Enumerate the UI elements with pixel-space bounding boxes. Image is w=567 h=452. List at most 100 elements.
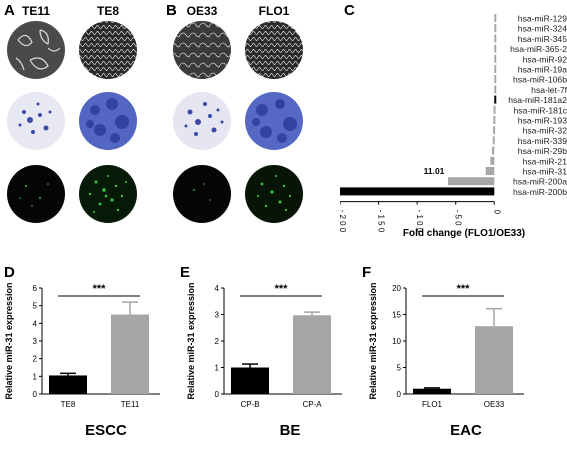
- y-tick-label-d-0: 0: [33, 390, 38, 399]
- tick-label-c-hsa-miR-345: hsa-miR-345: [518, 34, 567, 44]
- bar-c-hsa-miR-193: [493, 116, 496, 124]
- y-axis-title-f: Relative miR-31 expression: [368, 282, 378, 399]
- tick-label-c-hsa-miR-181a2: hsa-miR-181a2: [508, 95, 567, 105]
- tick-label-c-hsa-miR-200b: hsa-miR-200b: [513, 187, 567, 197]
- bar-c-hsa-miR-200a: [448, 177, 495, 186]
- significance-label-d: ***: [93, 283, 107, 295]
- tick-label-c-hsa-miR-324: hsa-miR-324: [518, 24, 567, 34]
- panel-label-f: F: [362, 264, 372, 281]
- bar-f-FLO1: [413, 388, 451, 394]
- y-tick-label-f-15: 15: [392, 311, 401, 320]
- micrograph-oe33-fluor: [173, 165, 231, 223]
- bar-c-hsa-miR-181c: [493, 105, 496, 114]
- y-tick-label-e-1: 1: [215, 364, 220, 373]
- y-tick-label-d-1: 1: [33, 372, 38, 381]
- panel-label-a: A: [4, 2, 15, 19]
- tick-label-c-hsa-let-7f: hsa-let-7f: [531, 85, 567, 95]
- bar-e-CP-A: [293, 315, 331, 394]
- y-tick-label-f-20: 20: [392, 284, 401, 293]
- micrograph-te8-fluor: [79, 165, 137, 223]
- micrograph-te11-stain: [7, 92, 65, 150]
- x-tick-label-c--100: - 1 0 0: [415, 210, 424, 233]
- y-tick-label-e-4: 4: [215, 284, 220, 293]
- y-axis-title-e: Relative miR-31 expression: [186, 282, 196, 399]
- bar-c-hsa-miR-129: [494, 14, 497, 22]
- y-axis-title-d: Relative miR-31 expression: [4, 282, 14, 399]
- micrograph-te8-phase: [79, 21, 137, 79]
- significance-label-e: ***: [275, 283, 289, 295]
- tick-label-c-hsa-miR-29b: hsa-miR-29b: [518, 146, 567, 156]
- tick-label-c-hsa-miR-32: hsa-miR-32: [523, 126, 567, 136]
- bar-d-TE11: [111, 314, 149, 394]
- panel-label-e: E: [180, 264, 191, 281]
- x-tick-label-e-CP-B: CP-B: [240, 400, 259, 409]
- x-tick-label-d-TE8: TE8: [61, 400, 76, 409]
- condition-label-escc: ESCC: [85, 422, 127, 439]
- bar-c-hsa-miR-200b: [340, 187, 495, 196]
- bar-c-hsa-miR-31: [485, 167, 495, 175]
- bar-c-hsa-miR-181a2: [494, 95, 497, 104]
- bar-c-hsa-miR-106b: [494, 75, 497, 84]
- micrograph-te11-fluor: [7, 165, 65, 223]
- x-tick-label-c-0: 0: [492, 210, 501, 215]
- y-tick-label-d-2: 2: [33, 355, 38, 364]
- bar-c-hsa-miR-21: [490, 156, 495, 165]
- tick-label-c-hsa-miR-19a: hsa-miR-19a: [518, 65, 567, 75]
- panel-label-b: B: [166, 2, 177, 19]
- condition-label-be: BE: [279, 422, 301, 439]
- chart-e: 0 1 2 3 4 Relative miR-31 expression CP-B CP-A *…: [186, 282, 342, 409]
- micrograph-flo1-fluor: [245, 165, 303, 223]
- x-tick-label-c--200: - 2 0 0: [340, 210, 347, 233]
- tick-label-c-hsa-miR-106b: hsa-miR-106b: [513, 75, 567, 85]
- y-tick-label-d-3: 3: [33, 337, 38, 346]
- bar-c-hsa-miR-92: [494, 54, 497, 63]
- bar-c-hsa-let-7f: [494, 85, 497, 94]
- tick-label-c-hsa-miR-181c: hsa-miR-181c: [514, 105, 567, 115]
- x-tick-label-c--50: - 5 0: [454, 210, 463, 227]
- tick-label-c-hsa-miR-200a: hsa-miR-200a: [513, 177, 567, 187]
- col-label-te11: TE11: [21, 4, 51, 18]
- y-tick-label-e-0: 0: [215, 390, 220, 399]
- x-tick-label-f-FLO1: FLO1: [422, 400, 443, 409]
- chart-f: 0 5 10 15 20 Relative miR-31 expression FLO1 OE…: [368, 282, 524, 409]
- significance-label-f: ***: [457, 283, 471, 295]
- bar-c-hsa-miR-19a: [494, 65, 497, 73]
- col-label-te8: TE8: [96, 4, 119, 18]
- x-tick-label-f-OE33: OE33: [484, 400, 505, 409]
- micrograph-oe33-stain: [173, 92, 231, 150]
- bar-d-TE8: [49, 375, 87, 394]
- x-tick-label-e-CP-A: CP-A: [302, 400, 322, 409]
- tick-label-c-hsa-miR-193: hsa-miR-193: [518, 116, 567, 126]
- bar-c-hsa-miR-339: [492, 136, 495, 145]
- condition-label-eac: EAC: [450, 422, 482, 439]
- tick-label-c-hsa-miR-21: hsa-miR-21: [523, 156, 567, 166]
- tick-label-c-hsa-miR-31: hsa-miR-31: [523, 167, 567, 177]
- col-label-flo1: FLO1: [258, 4, 290, 18]
- tick-label-c-hsa-miR-339: hsa-miR-339: [518, 136, 567, 146]
- bar-f-OE33: [475, 326, 513, 394]
- micrograph-oe33-phase: [173, 21, 231, 79]
- tick-label-c-hsa-miR-129: hsa-miR-129: [518, 14, 567, 24]
- y-tick-label-d-4: 4: [33, 319, 38, 328]
- tick-label-c-hsa-miR-92: hsa-miR-92: [523, 54, 567, 64]
- col-label-oe33: OE33: [186, 4, 218, 18]
- bar-c-hsa-miR-29b: [491, 146, 495, 155]
- y-tick-label-f-0: 0: [397, 390, 402, 399]
- y-tick-label-f-5: 5: [397, 364, 402, 373]
- y-tick-label-f-10: 10: [392, 337, 401, 346]
- y-tick-label-d-5: 5: [33, 302, 38, 311]
- bar-c-hsa-miR-324: [494, 24, 497, 33]
- x-tick-label-c--150: - 1 5 0: [377, 210, 386, 233]
- bar-e-CP-B: [231, 367, 269, 394]
- bar-c-hsa-miR-365-2: [494, 44, 497, 53]
- x-axis-title-c: Fold change (FLO1/OE33): [403, 228, 525, 239]
- micrograph-grid: [7, 21, 303, 223]
- y-tick-label-d-6: 6: [33, 284, 38, 293]
- tick-label-c-hsa-miR-365-2: hsa-miR-365-2: [510, 44, 567, 54]
- panel-label-d: D: [4, 264, 15, 281]
- x-tick-label-d-TE11: TE11: [121, 400, 140, 409]
- panel-label-c: C: [344, 2, 355, 19]
- chart-d: 0 1 2 3 4 5 6 Relative miR-31 expression TE8 TE11…: [4, 282, 160, 409]
- bar-c-hsa-miR-32: [493, 126, 496, 135]
- annotation-c: 11.01: [424, 166, 445, 176]
